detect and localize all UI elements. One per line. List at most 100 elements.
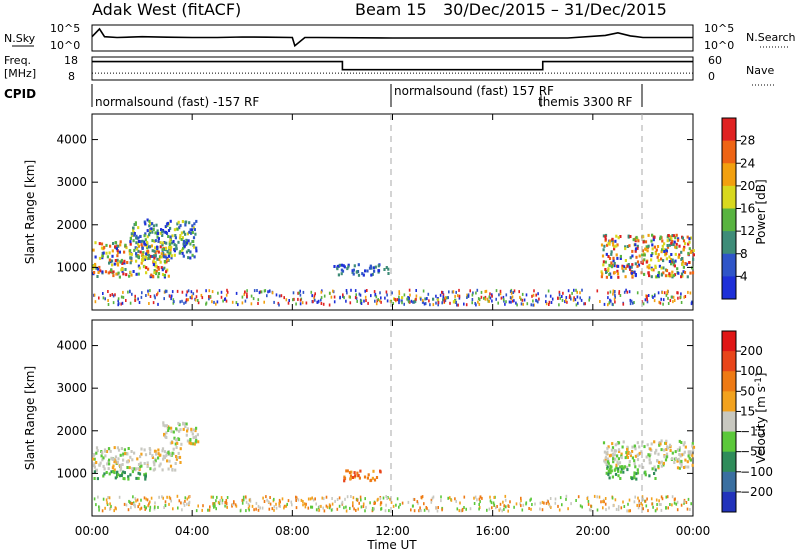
scatter-cell xyxy=(680,459,683,463)
scatter-cell xyxy=(147,504,149,508)
scatter-cell xyxy=(148,256,151,260)
scatter-cell xyxy=(672,300,674,304)
scatter-cell xyxy=(116,251,120,255)
scatter-cell xyxy=(165,241,168,245)
scatter-cell xyxy=(661,248,664,252)
scatter-cell xyxy=(195,219,198,223)
scatter-cell xyxy=(171,441,174,445)
scatter-cell xyxy=(386,497,388,500)
scatter-cell xyxy=(163,230,166,234)
scatter-cell xyxy=(126,460,129,464)
scatter-cell xyxy=(180,442,183,446)
scatter-cell xyxy=(684,295,687,298)
scatter-cell xyxy=(147,267,150,271)
scatter-cell xyxy=(162,454,165,458)
scatter-cell xyxy=(638,254,641,258)
scatter-cell xyxy=(359,495,362,499)
scatter-cell xyxy=(347,263,350,267)
scatter-cell xyxy=(510,291,513,295)
scatter-cell xyxy=(165,289,168,293)
scatter-cell xyxy=(392,302,394,305)
scatter-cell xyxy=(617,275,620,279)
scatter-cell xyxy=(201,296,204,300)
scatter-cell xyxy=(611,496,614,500)
colorbar-cell xyxy=(722,391,736,412)
scatter-cell xyxy=(340,272,343,276)
scatter-cell xyxy=(616,272,620,276)
scatter-cell xyxy=(612,292,614,296)
scatter-cell xyxy=(168,495,171,499)
scatter-cell xyxy=(135,254,138,258)
scatter-cell xyxy=(305,301,308,305)
x-tick-label: 00:00 xyxy=(75,524,110,538)
scatter-cell xyxy=(507,509,509,513)
scatter-cell xyxy=(393,297,396,301)
scatter-cell xyxy=(664,458,668,462)
scatter-cell xyxy=(161,230,164,234)
scatter-cell xyxy=(343,479,346,483)
scatter-cell xyxy=(345,505,347,509)
scatter-cell xyxy=(113,460,116,463)
time-axis: 00:00 04:00 08:00 12:00 16:00 20:00 00:00 xyxy=(75,114,710,538)
scatter-cell xyxy=(152,263,155,267)
scatter-cell xyxy=(164,500,167,504)
scatter-cell xyxy=(143,496,146,500)
scatter-cell xyxy=(655,498,658,502)
scatter-cell xyxy=(183,422,186,426)
scatter-cell xyxy=(325,504,328,508)
scatter-cell xyxy=(170,499,172,503)
scatter-cell xyxy=(154,296,156,300)
scatter-cell xyxy=(129,289,131,293)
scatter-cell xyxy=(601,254,605,258)
scatter-cell xyxy=(642,459,645,463)
scatter-cell xyxy=(115,507,117,511)
scatter-cell xyxy=(167,235,170,238)
scatter-cell xyxy=(210,495,213,499)
scatter-cell xyxy=(220,295,223,299)
scatter-cell xyxy=(273,505,276,509)
scatter-cell xyxy=(615,507,618,511)
scatter-cell xyxy=(660,495,663,499)
scatter-cell xyxy=(622,440,625,444)
scatter-cell xyxy=(195,426,198,430)
scatter-cell xyxy=(675,502,678,506)
scatter-cell xyxy=(283,296,285,300)
scatter-cell xyxy=(187,239,190,243)
scatter-cell xyxy=(620,465,624,469)
scatter-cell xyxy=(499,289,502,293)
colorbar-tick-label: 8 xyxy=(740,247,748,261)
scatter-cell xyxy=(317,299,320,303)
scatter-cell xyxy=(412,300,414,304)
scatter-cell xyxy=(683,270,687,274)
scatter-cell xyxy=(662,461,665,465)
scatter-cell xyxy=(163,506,165,509)
scatter-cell xyxy=(612,504,615,508)
velocity-y-label: Slant Range [km] xyxy=(23,366,37,470)
scatter-cell xyxy=(692,257,695,261)
scatter-cell xyxy=(163,266,166,270)
scatter-cell xyxy=(108,458,111,462)
scatter-cell xyxy=(318,508,321,512)
scatter-cell xyxy=(653,440,656,444)
scatter-cell xyxy=(173,253,176,257)
scatter-cell xyxy=(214,504,216,508)
scatter-cell xyxy=(101,256,104,260)
scatter-cell xyxy=(655,448,658,452)
scatter-cell xyxy=(116,249,119,253)
scatter-cell xyxy=(168,246,171,249)
scatter-cell xyxy=(237,303,239,307)
scatter-cell xyxy=(118,275,121,279)
scatter-cell xyxy=(192,442,195,446)
scatter-cell xyxy=(528,507,530,510)
scatter-cell xyxy=(233,501,235,505)
scatter-cell xyxy=(636,503,638,507)
scatter-cell xyxy=(127,477,130,481)
scatter-cell xyxy=(145,497,147,501)
scatter-cell xyxy=(530,497,532,501)
scatter-cell xyxy=(646,298,648,302)
scatter-cell xyxy=(231,300,234,304)
scatter-cell xyxy=(571,291,573,295)
scatter-cell xyxy=(146,249,150,253)
scatter-cell xyxy=(160,252,163,256)
